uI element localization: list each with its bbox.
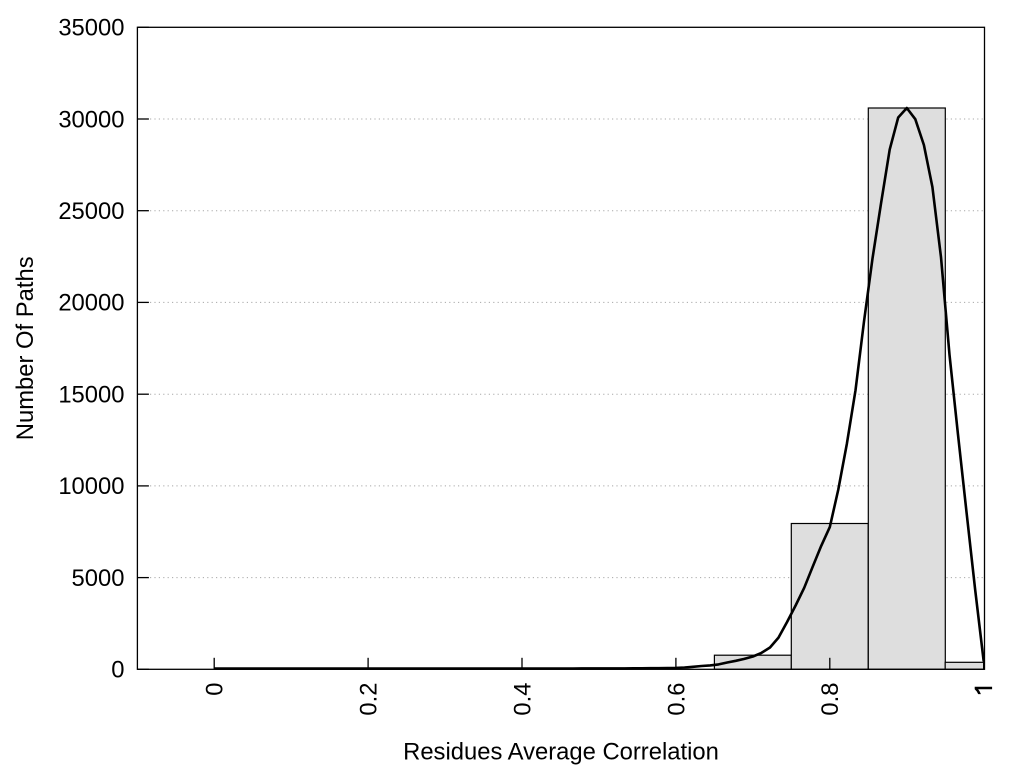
svg-text:0: 0 [202,683,229,696]
svg-text:0.2: 0.2 [356,683,383,716]
svg-text:15000: 15000 [58,382,124,409]
svg-text:30000: 30000 [58,106,124,133]
svg-text:5000: 5000 [72,565,125,592]
svg-text:Residues Average Correlation: Residues Average Correlation [403,738,719,765]
svg-text:0: 0 [111,657,124,684]
svg-text:0.6: 0.6 [663,683,690,716]
svg-text:0.4: 0.4 [509,683,536,716]
svg-text:Number Of Paths: Number Of Paths [12,256,39,440]
svg-text:20000: 20000 [58,290,124,317]
svg-text:10000: 10000 [58,473,124,500]
svg-text:0.8: 0.8 [817,683,844,716]
svg-text:25000: 25000 [58,198,124,225]
svg-text:35000: 35000 [58,15,124,42]
